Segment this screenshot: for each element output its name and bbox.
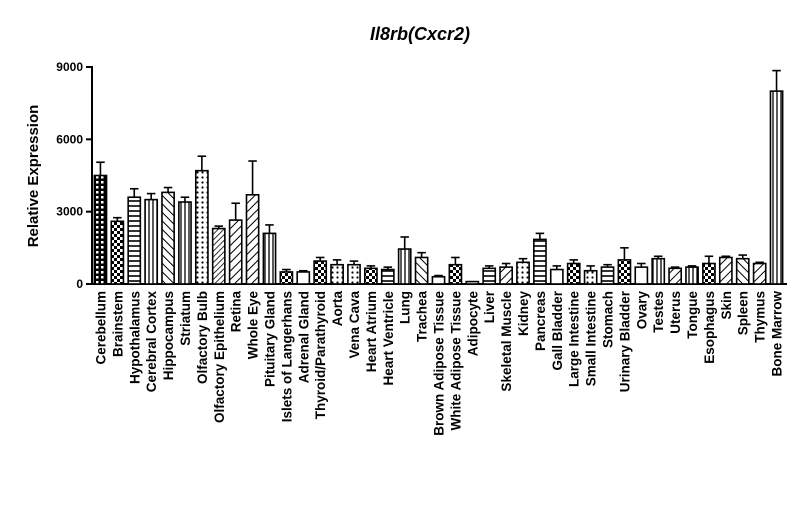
x-tick-label: Kidney: [516, 291, 531, 337]
bar: [279, 271, 294, 285]
bar: [144, 198, 159, 285]
x-tick-label: Spleen: [736, 291, 751, 335]
x-tick-label: Tongue: [685, 291, 700, 339]
bar: [735, 257, 750, 285]
x-tick-label: Aorta: [330, 291, 345, 327]
bar: [752, 262, 767, 285]
bar: [93, 174, 108, 285]
bar: [211, 227, 226, 285]
x-tick-label: Adrenal Gland: [296, 291, 311, 383]
bar: [178, 201, 192, 285]
x-tick-label: Heart Atrium: [364, 291, 379, 372]
bar: [330, 263, 344, 285]
x-tick-label: Brainstem: [110, 291, 125, 357]
x-tick-label: Liver: [482, 290, 497, 323]
x-tick-label: Cerebral Cortex: [144, 291, 159, 393]
x-tick-label: Small Intestine: [584, 291, 599, 387]
x-tick-label: Skeletal Muscle: [499, 291, 514, 392]
x-tick-label: Ovary: [634, 291, 649, 330]
bar: [448, 263, 463, 285]
bar: [549, 268, 564, 285]
x-tick-label: White Adipose Tissue: [448, 291, 463, 431]
bar: [651, 257, 666, 285]
bar: [380, 268, 395, 285]
x-tick-label: Hippocampus: [161, 291, 176, 380]
y-axis-label: Relative Expression: [25, 105, 42, 248]
bar: [499, 266, 513, 285]
bar: [245, 193, 260, 285]
x-tick-label: Islets of Langerhans: [279, 291, 294, 422]
bar: [566, 262, 581, 285]
bar: [634, 266, 649, 285]
bar: [364, 267, 378, 285]
bar: [583, 269, 598, 285]
bar: [127, 196, 142, 285]
x-tick-label: Thyroid/Parathyroid: [313, 291, 328, 419]
x-tick-label: Uterus: [668, 291, 683, 334]
bar: [296, 271, 311, 285]
bar: [414, 256, 429, 285]
bar: [600, 266, 615, 285]
category-labels: Cerebellum Brainstem Hypothalamus Cerebral …: [93, 290, 784, 436]
bar: [769, 90, 784, 285]
bar: [262, 232, 277, 285]
bar: [668, 267, 683, 285]
y-tick-label: 6000: [56, 132, 83, 146]
x-tick-label: Striatum: [178, 291, 193, 346]
bar: [228, 219, 243, 285]
x-tick-label: Gall Bladder: [550, 290, 565, 370]
x-tick-label: Olfactory Bulb: [195, 291, 210, 384]
bar: [702, 262, 716, 285]
x-tick-label: Vena Cava: [347, 291, 362, 359]
bar: [685, 266, 699, 285]
bar: [313, 260, 328, 285]
y-tick-label: 0: [76, 277, 83, 291]
x-tick-label: Bone Marrow: [770, 291, 785, 377]
x-tick-label: Hypothalamus: [127, 291, 142, 384]
y-tick-label: 3000: [56, 205, 83, 219]
error-bars: [96, 69, 781, 277]
bar: [718, 256, 733, 285]
x-tick-label: Cerebellum: [93, 291, 108, 365]
x-tick-label: Urinary Bladder: [617, 290, 632, 392]
bars: [93, 90, 784, 285]
x-tick-label: Esophagus: [702, 291, 717, 364]
x-tick-label: Trachea: [415, 291, 430, 343]
bar: [161, 191, 175, 285]
bar: [482, 267, 497, 285]
bar: [516, 261, 530, 285]
y-tick-label: 9000: [56, 60, 83, 74]
bar: [397, 248, 412, 285]
x-tick-label: Stomach: [601, 291, 616, 348]
bar: [194, 169, 209, 285]
x-tick-label: Brown Adipose Tissue: [432, 291, 447, 436]
x-tick-label: Testes: [651, 291, 666, 333]
x-tick-label: Lung: [398, 291, 413, 324]
x-tick-label: Thymus: [753, 291, 768, 343]
chart-title: Il8rb(Cxcr2): [370, 24, 470, 44]
bar: [431, 275, 446, 285]
bar: [347, 263, 361, 285]
x-tick-label: Pituitary Gland: [262, 291, 277, 387]
x-tick-label: Adipocyte: [465, 291, 480, 357]
x-tick-label: Skin: [719, 291, 734, 320]
x-tick-label: Retina: [229, 291, 244, 333]
bar: [617, 259, 632, 285]
x-tick-label: Large Intestine: [567, 291, 582, 388]
x-tick-label: Whole Eye: [246, 291, 261, 360]
x-tick-label: Olfactory Epithelium: [212, 291, 227, 423]
bar: [110, 220, 125, 285]
bar: [465, 280, 480, 285]
x-tick-label: Heart Ventricle: [381, 291, 396, 386]
bar: [533, 238, 547, 285]
x-tick-label: Pancreas: [533, 291, 548, 351]
